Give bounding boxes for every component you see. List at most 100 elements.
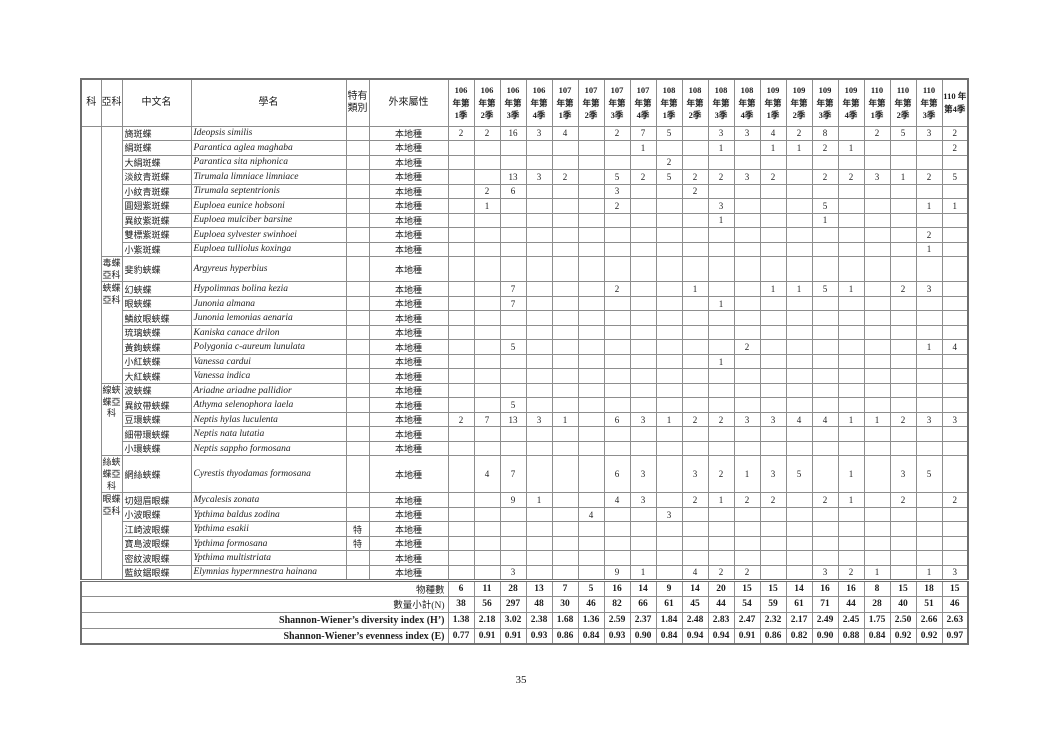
quarter-value bbox=[447, 324, 475, 341]
quarter-value bbox=[447, 212, 475, 228]
quarter-value bbox=[785, 324, 813, 341]
table-row: 豆環蛺蝶 Neptis hylas luculenta 本地種 2 7 13 3 1 6 3 1 2 2… bbox=[81, 411, 969, 428]
quarter-value bbox=[551, 295, 579, 312]
quarter-value bbox=[863, 241, 891, 257]
quarter-value: 2 bbox=[759, 492, 787, 508]
quarter-value: 2 bbox=[681, 183, 709, 199]
quarter-value bbox=[915, 521, 943, 537]
quarter-value: 2 bbox=[603, 125, 631, 141]
quarter-value bbox=[915, 295, 943, 312]
summary-value: 9 bbox=[655, 578, 683, 597]
quarter-value bbox=[889, 368, 917, 384]
endemic-mark bbox=[345, 227, 370, 243]
quarter-value: 2 bbox=[941, 492, 969, 508]
quarter-value: 5 bbox=[915, 455, 943, 494]
quarter-value bbox=[759, 154, 787, 170]
endemic-mark bbox=[345, 339, 370, 355]
quarter-value bbox=[785, 521, 813, 537]
quarter-value bbox=[447, 535, 475, 552]
quarter-value: 6 bbox=[499, 183, 527, 199]
quarter-value bbox=[681, 324, 709, 341]
quarter-value bbox=[785, 492, 813, 508]
quarter-value bbox=[447, 241, 475, 257]
quarter-value bbox=[603, 426, 631, 442]
table-row: 琉璃蛺蝶 Kaniska canace drilon 本地種 bbox=[81, 324, 969, 341]
quarter-value: 2 bbox=[811, 492, 839, 508]
summary-value: 2.47 bbox=[733, 611, 761, 629]
quarter-value bbox=[629, 154, 657, 170]
quarter-value bbox=[577, 564, 605, 581]
quarter-value bbox=[681, 382, 709, 399]
species-scientific-name: Neptis nata lutatia bbox=[190, 426, 347, 442]
quarter-value bbox=[447, 506, 475, 523]
quarter-value bbox=[655, 212, 683, 228]
quarter-value: 1 bbox=[889, 169, 917, 185]
quarter-value: 2 bbox=[889, 492, 917, 508]
quarter-value bbox=[915, 368, 943, 384]
quarter-value bbox=[941, 382, 969, 399]
quarter-value: 4 bbox=[759, 125, 787, 141]
quarter-value bbox=[863, 140, 891, 156]
endemic-mark bbox=[345, 492, 370, 508]
quarter-value: 1 bbox=[837, 492, 865, 508]
summary-value: 15 bbox=[733, 578, 761, 597]
summary-row: 數量小計(N) 38 56 297 48 30 46 82 66 61 45 44 54 59 61 71 44… bbox=[80, 595, 969, 613]
quarter-value bbox=[655, 426, 683, 442]
header-origin: 外來屬性 bbox=[368, 78, 449, 127]
quarter-value bbox=[473, 440, 501, 457]
quarter-value bbox=[655, 140, 683, 156]
quarter-value bbox=[473, 169, 501, 185]
quarter-value: 9 bbox=[499, 492, 527, 508]
table-row: 江崎波眼蝶 Ypthima esakii 特本地種 bbox=[81, 521, 969, 537]
quarter-value bbox=[837, 255, 865, 283]
quarter-value: 1 bbox=[785, 281, 813, 297]
quarter-value bbox=[551, 455, 579, 494]
summary-value: 0.90 bbox=[629, 627, 657, 645]
species-chinese-name: 黃鉤蛺蝶 bbox=[121, 339, 192, 355]
quarter-value bbox=[941, 241, 969, 257]
quarter-value: 2 bbox=[811, 169, 839, 185]
table-row: 毒蝶 亞科 斐豹蛺蝶 Argyreus hyperbius 本地種 bbox=[81, 255, 969, 283]
quarter-value bbox=[837, 154, 865, 170]
quarter-value bbox=[577, 426, 605, 442]
quarter-value bbox=[863, 455, 891, 494]
quarter-value bbox=[525, 310, 553, 326]
quarter-value bbox=[525, 198, 553, 214]
origin-attribute: 本地種 bbox=[368, 455, 449, 494]
species-chinese-name: 斐豹蛺蝶 bbox=[121, 255, 192, 283]
summary-value: 46 bbox=[577, 595, 605, 613]
quarter-value: 5 bbox=[603, 169, 631, 185]
table-row: 藍紋鋸眼蝶 Elymnias hypermnestra hainana 本地種 3 9 1… bbox=[81, 564, 969, 581]
quarter-value bbox=[785, 535, 813, 552]
quarter-value: 5 bbox=[499, 339, 527, 355]
quarter-value bbox=[837, 397, 865, 413]
header-quarter-19: 110 年第 3季 bbox=[915, 78, 943, 127]
quarter-value: 1 bbox=[551, 411, 579, 428]
quarter-value: 3 bbox=[629, 411, 657, 428]
quarter-value bbox=[785, 183, 813, 199]
quarter-value: 1 bbox=[759, 281, 787, 297]
species-scientific-name: Cyrestis thyodamas formosana bbox=[190, 455, 347, 494]
quarter-value bbox=[707, 324, 735, 341]
quarter-value bbox=[915, 140, 943, 156]
summary-value: 8 bbox=[863, 578, 891, 597]
quarter-value bbox=[447, 339, 475, 355]
quarter-value bbox=[759, 198, 787, 214]
quarter-value bbox=[655, 281, 683, 297]
origin-attribute: 本地種 bbox=[368, 212, 449, 228]
quarter-value bbox=[733, 154, 761, 170]
species-scientific-name: Ypthima baldus zodina bbox=[190, 506, 347, 523]
summary-value: 15 bbox=[941, 578, 969, 597]
origin-attribute: 本地種 bbox=[368, 339, 449, 355]
summary-value: 59 bbox=[759, 595, 787, 613]
quarter-value bbox=[889, 310, 917, 326]
quarter-value bbox=[629, 397, 657, 413]
species-chinese-name: 幻蛺蝶 bbox=[121, 281, 192, 297]
quarter-value bbox=[473, 368, 501, 384]
quarter-value bbox=[681, 241, 709, 257]
quarter-value bbox=[733, 440, 761, 457]
quarter-value bbox=[863, 183, 891, 199]
quarter-value bbox=[551, 255, 579, 283]
quarter-value: 3 bbox=[629, 492, 657, 508]
quarter-value bbox=[759, 212, 787, 228]
